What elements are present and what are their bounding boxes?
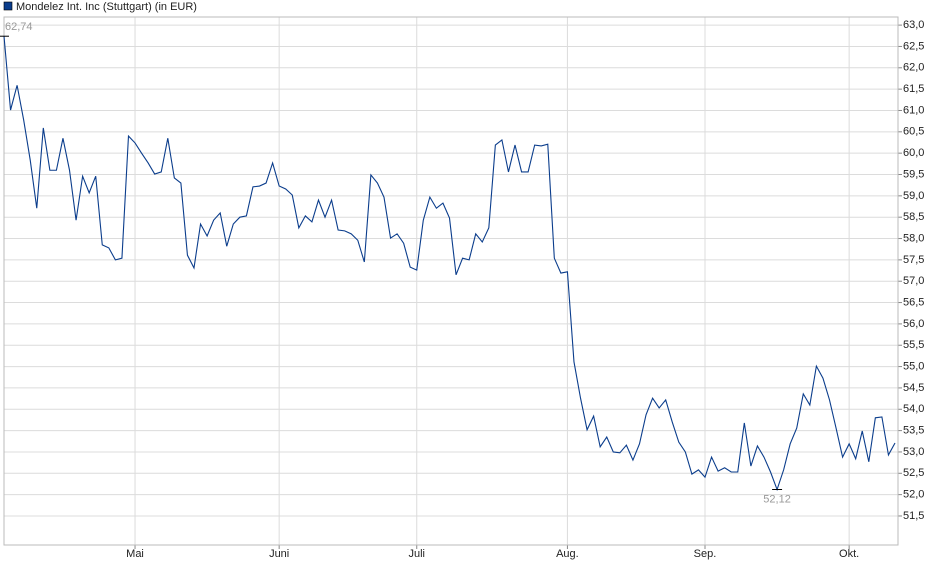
y-tick-label: 61,0 xyxy=(903,104,924,116)
x-tick-label: Aug. xyxy=(556,548,579,560)
plot-frame xyxy=(3,16,899,546)
y-tick-label: 62,5 xyxy=(903,40,924,52)
y-tick-label: 62,0 xyxy=(903,62,924,74)
y-tick-label: 57,0 xyxy=(903,275,924,287)
y-tick-label: 55,5 xyxy=(903,339,924,351)
x-tick-label: Juli xyxy=(408,548,425,560)
y-tick-label: 61,5 xyxy=(903,83,924,95)
y-tick-label: 56,5 xyxy=(903,296,924,308)
legend-swatch xyxy=(3,1,13,11)
extreme-label: 62,74 xyxy=(5,21,33,33)
y-tick-label: 53,0 xyxy=(903,446,924,458)
y-tick-label: 54,5 xyxy=(903,382,924,394)
y-tick-label: 59,5 xyxy=(903,168,924,180)
extreme-label: 52,12 xyxy=(763,493,791,505)
y-tick-label: 58,5 xyxy=(903,211,924,223)
y-tick-label: 53,5 xyxy=(903,425,924,437)
y-tick-label: 59,0 xyxy=(903,190,924,202)
y-tick-label: 55,0 xyxy=(903,360,924,372)
y-tick-label: 60,0 xyxy=(903,147,924,159)
y-tick-label: 56,0 xyxy=(903,318,924,330)
legend-label: Mondelez Int. Inc (Stuttgart) (in EUR) xyxy=(16,1,197,13)
y-tick-label: 52,5 xyxy=(903,467,924,479)
y-tick-label: 54,0 xyxy=(903,403,924,415)
y-tick-label: 60,5 xyxy=(903,126,924,138)
y-tick-label: 58,0 xyxy=(903,232,924,244)
x-tick-label: Juni xyxy=(269,548,289,560)
y-tick-label: 57,5 xyxy=(903,254,924,266)
y-tick-label: 51,5 xyxy=(903,510,924,522)
x-tick-label: Okt. xyxy=(839,548,859,560)
x-tick-label: Sep. xyxy=(694,548,717,560)
y-tick-label: 52,0 xyxy=(903,489,924,501)
y-tick-label: 63,0 xyxy=(903,19,924,31)
price-line xyxy=(3,36,896,492)
x-tick-label: Mai xyxy=(126,548,144,560)
